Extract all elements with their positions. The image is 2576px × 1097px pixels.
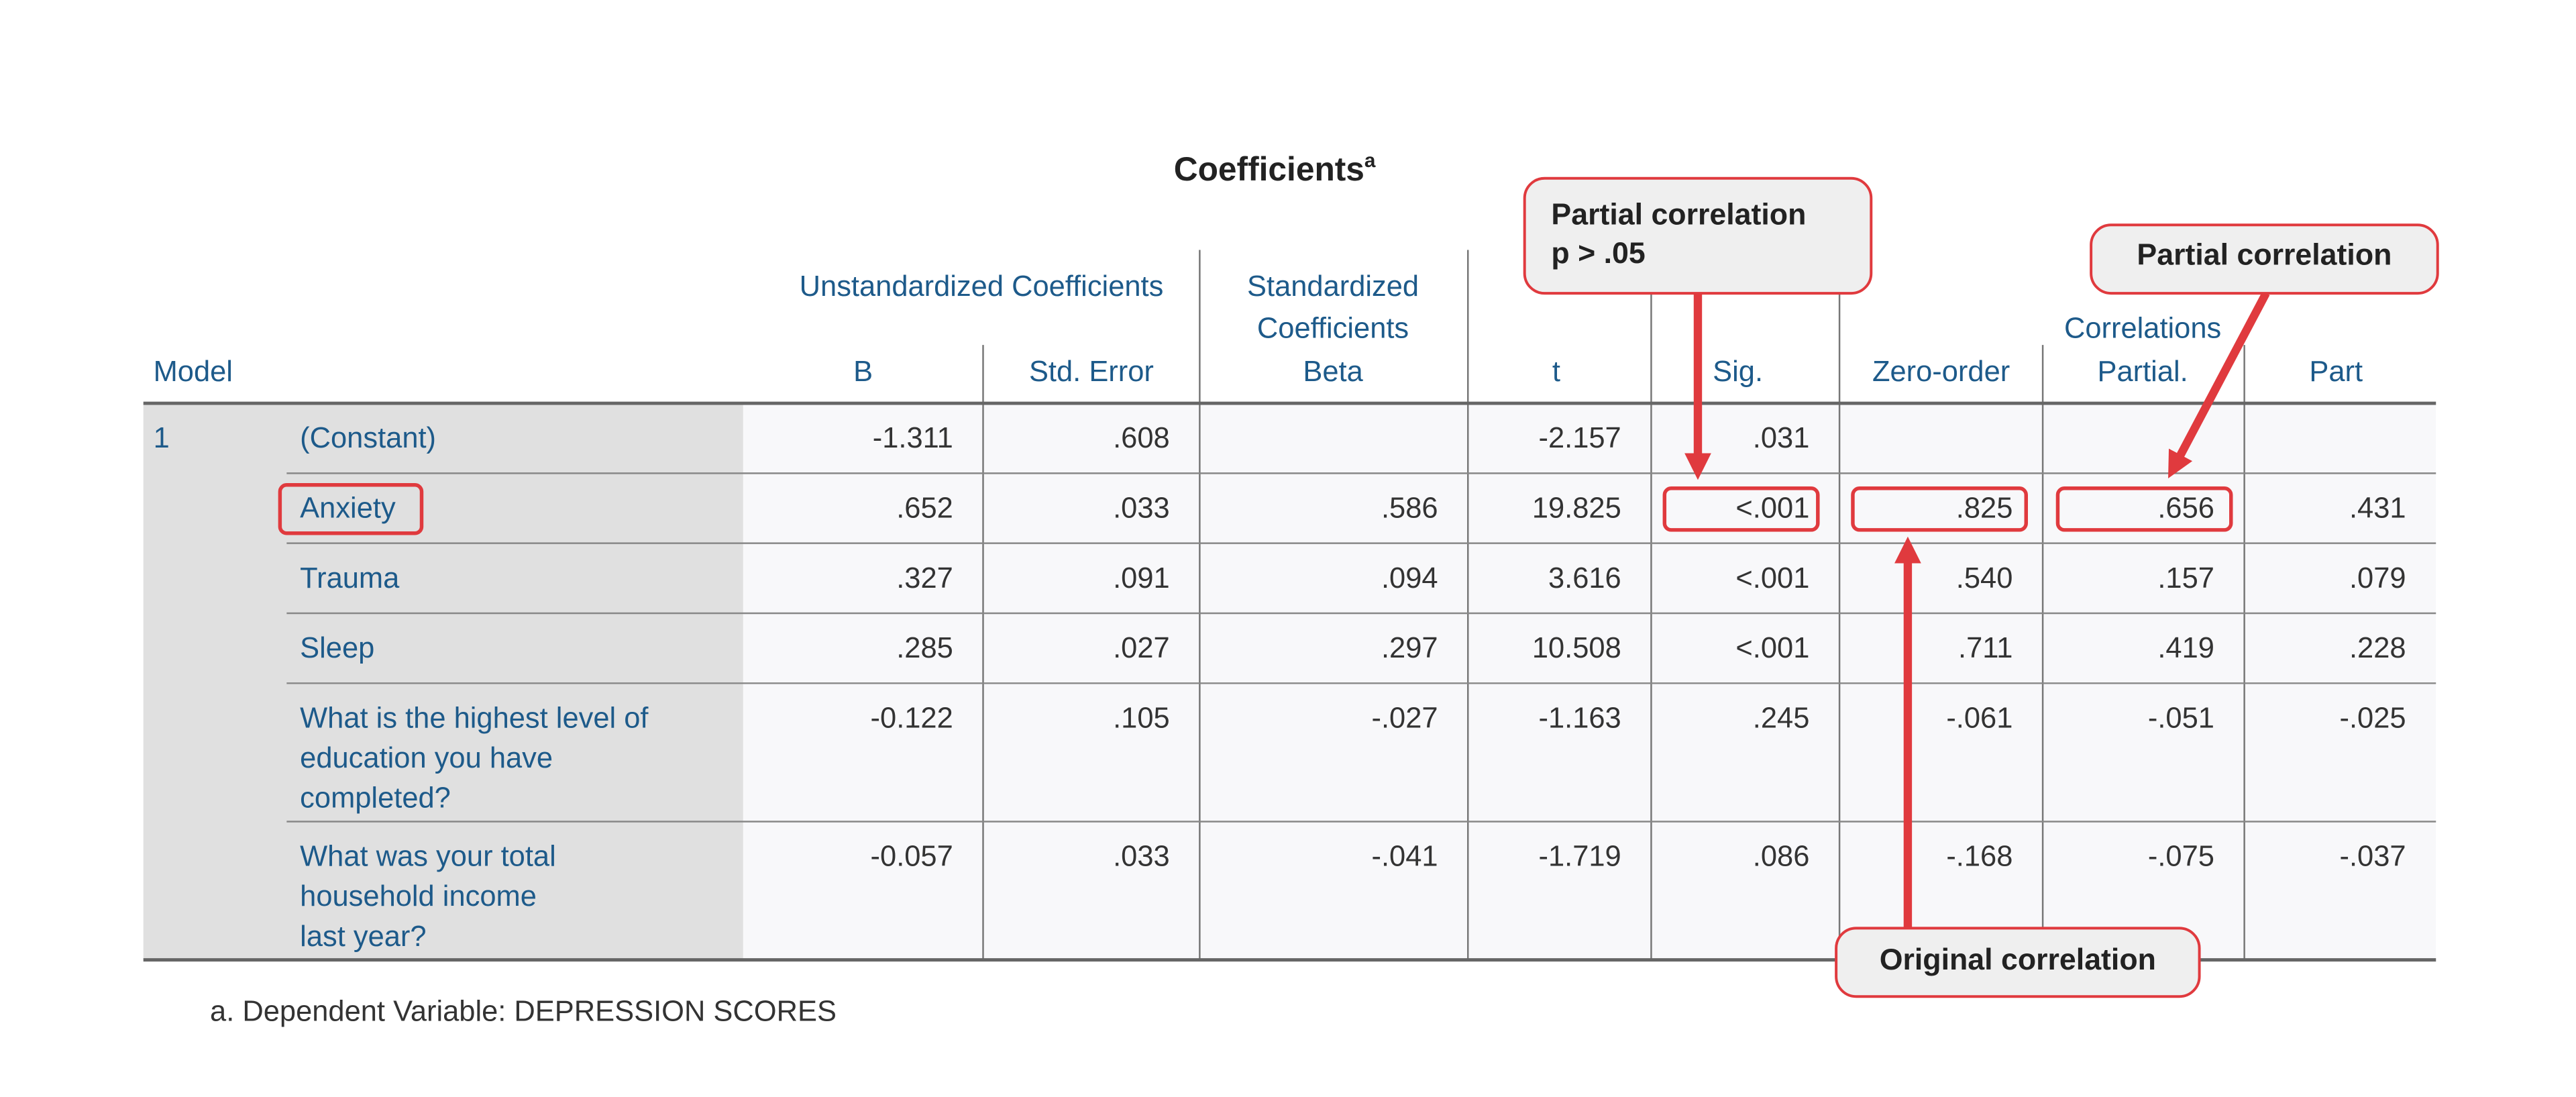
table-title: Coefficientsa (1174, 150, 1376, 188)
column-header: Coefficients (1257, 312, 1409, 344)
cell: -.037 (2339, 841, 2406, 873)
cell: 19.825 (1532, 492, 1621, 524)
annotation-text: p > .05 (1551, 237, 1645, 270)
cell: .652 (896, 492, 953, 524)
cell: -0.122 (871, 702, 953, 734)
cell: .033 (1113, 492, 1170, 524)
highlight (278, 483, 424, 535)
cell: .105 (1113, 702, 1170, 734)
model-number: 1 (154, 422, 170, 454)
cell: .228 (2349, 632, 2406, 664)
label-background (143, 403, 743, 960)
row-label: education you have (300, 742, 553, 774)
annotation-box (2090, 223, 2439, 295)
cell: 10.508 (1532, 632, 1621, 664)
row-label: What is the highest level of (300, 702, 649, 734)
arrow (2168, 291, 2270, 478)
cell: -1.311 (873, 422, 953, 454)
cell: -2.157 (1539, 422, 1621, 454)
cell: .540 (1956, 562, 2013, 594)
cell: .419 (2157, 632, 2214, 664)
footnote: a. Dependent Variable: DEPRESSION SCORES (210, 996, 837, 1028)
row-label: household income (300, 880, 537, 912)
cell: .027 (1113, 632, 1170, 664)
cell: .094 (1381, 562, 1438, 594)
row-label: Sleep (300, 632, 374, 664)
column-header: Std. Error (1029, 356, 1154, 388)
cell: -0.057 (871, 841, 953, 873)
cell: 3.616 (1548, 562, 1621, 594)
annotation-text: Original correlation (1880, 943, 2156, 976)
cell: .656 (2157, 492, 2214, 524)
data-background (743, 403, 2436, 960)
annotation-box (1523, 176, 1873, 295)
row-label: What was your total (300, 841, 556, 873)
annotation-box (1835, 927, 2201, 998)
highlight (1851, 486, 2028, 532)
cell: .157 (2157, 562, 2214, 594)
column-header: Standardized (1247, 270, 1419, 303)
column-header: Model (154, 356, 233, 388)
cell: -.051 (2148, 702, 2214, 734)
cell: -.061 (1946, 702, 2012, 734)
cell: <.001 (1735, 492, 1809, 524)
title-text: Coefficients (1174, 150, 1364, 188)
highlight (2055, 486, 2233, 532)
cell: .608 (1113, 422, 1170, 454)
cell: .297 (1381, 632, 1438, 664)
row-label: completed? (300, 782, 451, 815)
column-header: Correlations (2064, 312, 2221, 344)
cell: -.041 (1371, 841, 1438, 873)
column-header: Partial. (2097, 356, 2188, 388)
cell: .086 (1753, 841, 1810, 873)
cell: .825 (1956, 492, 2013, 524)
cell: -.027 (1371, 702, 1438, 734)
cell: -1.719 (1539, 841, 1621, 873)
cell: .079 (2349, 562, 2406, 594)
cell: -.168 (1946, 841, 2012, 873)
cell: -.025 (2339, 702, 2406, 734)
cell: <.001 (1735, 632, 1809, 664)
cell: .245 (1753, 702, 1810, 734)
column-header: Unstandardized Coefficients (800, 270, 1164, 303)
cell: <.001 (1735, 562, 1809, 594)
cell: .711 (1958, 632, 2012, 664)
column-header: Beta (1303, 356, 1363, 388)
column-header: Part (2309, 356, 2363, 388)
annotation-text: Partial correlation (1551, 199, 1806, 231)
row-label: Anxiety (300, 492, 396, 524)
cell: .031 (1753, 422, 1810, 454)
cell: .033 (1113, 841, 1170, 873)
cell: .285 (896, 632, 953, 664)
cell: .586 (1381, 492, 1438, 524)
cell: .327 (896, 562, 953, 594)
highlight (1662, 486, 1820, 532)
row-label: (Constant) (300, 422, 436, 454)
row-label: last year? (300, 921, 426, 953)
cell: -.075 (2148, 841, 2214, 873)
table: Model Unstandardized Coefficients Standard… (143, 250, 2436, 962)
cell: .091 (1113, 562, 1170, 594)
title-note: a (1364, 150, 1376, 172)
column-header: t (1552, 356, 1560, 388)
column-header: B (853, 356, 873, 388)
cell: -1.163 (1539, 702, 1621, 734)
column-header: Sig. (1713, 356, 1763, 388)
cell: .431 (2349, 492, 2406, 524)
annotation-text: Partial correlation (2137, 238, 2392, 271)
row-label: Trauma (300, 562, 400, 594)
column-header: Zero-order (1872, 356, 2010, 388)
